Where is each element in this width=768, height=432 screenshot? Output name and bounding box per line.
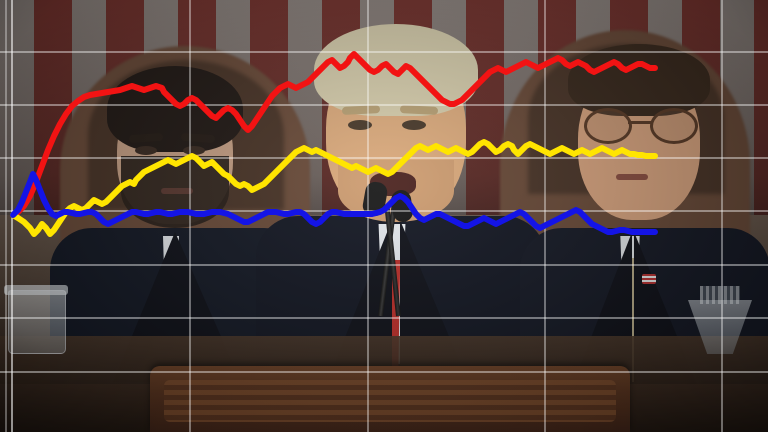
series-line-yellow-series — [10, 139, 658, 237]
series-line-red-series — [10, 51, 658, 218]
series-line-blue-series — [10, 171, 658, 235]
chart-series-group — [10, 51, 658, 237]
